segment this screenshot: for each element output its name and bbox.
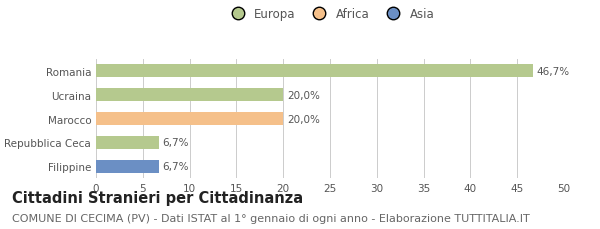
Legend: Europa, Africa, Asia: Europa, Africa, Asia	[221, 3, 439, 26]
Bar	[96, 89, 283, 102]
Text: Cittadini Stranieri per Cittadinanza: Cittadini Stranieri per Cittadinanza	[12, 190, 303, 205]
Text: 6,7%: 6,7%	[163, 162, 189, 172]
Text: 6,7%: 6,7%	[163, 138, 189, 148]
Bar	[96, 160, 159, 173]
Bar	[96, 65, 533, 78]
Text: 46,7%: 46,7%	[537, 66, 570, 76]
Text: COMUNE DI CECIMA (PV) - Dati ISTAT al 1° gennaio di ogni anno - Elaborazione TUT: COMUNE DI CECIMA (PV) - Dati ISTAT al 1°…	[12, 213, 530, 223]
Bar	[96, 112, 283, 126]
Text: 20,0%: 20,0%	[287, 114, 320, 124]
Bar	[96, 136, 159, 149]
Text: 20,0%: 20,0%	[287, 90, 320, 100]
